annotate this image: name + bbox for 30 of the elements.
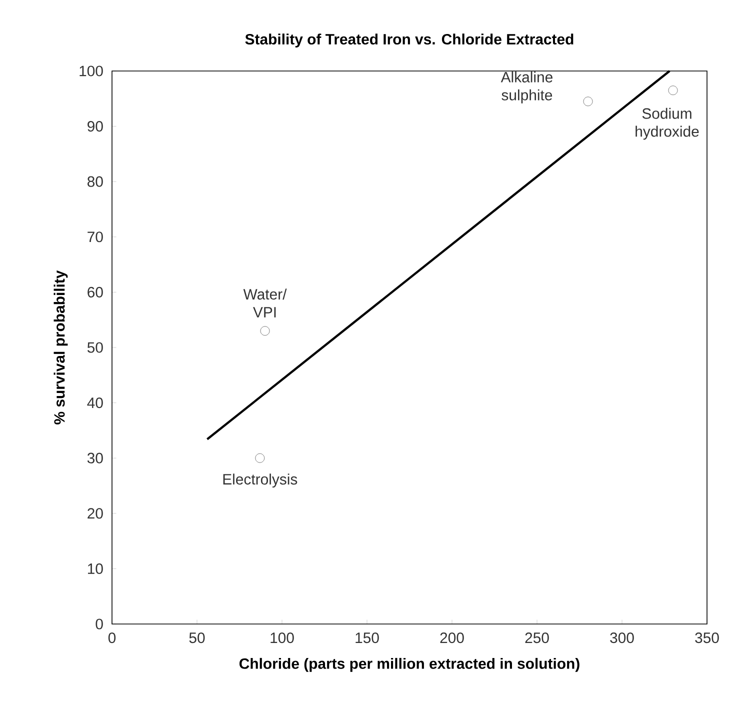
y-tick-label: 70: [88, 232, 103, 242]
y-axis-title: % survival probability: [54, 270, 68, 424]
annotation: Electrolysis: [223, 474, 298, 488]
y-tick-label: 20: [88, 508, 103, 519]
point: [583, 96, 593, 106]
y-tick-label: 60: [88, 286, 103, 298]
x-tick-label: 350: [695, 632, 719, 644]
y-tick-label: 0: [96, 618, 103, 630]
x-tick-label: 300: [610, 632, 634, 644]
x-tick-label: 0: [108, 632, 116, 644]
x-tick-label: 200: [440, 632, 464, 644]
x-tick-label: 50: [189, 632, 205, 644]
y-tick-label: 10: [88, 563, 103, 574]
point: [260, 326, 270, 336]
y-tick-label: 50: [87, 342, 103, 353]
point: [255, 453, 265, 463]
x-tick-label: 250: [525, 632, 549, 644]
y-tick-label: 100: [80, 66, 103, 76]
x-tick-label: 150: [356, 632, 379, 644]
y-tick-label: 30: [87, 452, 103, 464]
y-tick-label: 90: [88, 121, 103, 132]
annotation: Alkaline sulphite: [500, 71, 552, 104]
y-tick-label: 80: [88, 176, 103, 187]
annotation: Sodium hydroxide: [636, 108, 699, 140]
x-axis-title: Chloride (parts per million extracted in solution): [239, 658, 580, 672]
y-tick-label: 40: [87, 398, 103, 408]
point: [668, 86, 678, 96]
chart-title: Stability of Treated Iron vs. Chloride Extracted: [245, 34, 574, 48]
x-tick-label: 100: [270, 632, 294, 644]
annotation: Water/ VPI: [243, 288, 287, 318]
